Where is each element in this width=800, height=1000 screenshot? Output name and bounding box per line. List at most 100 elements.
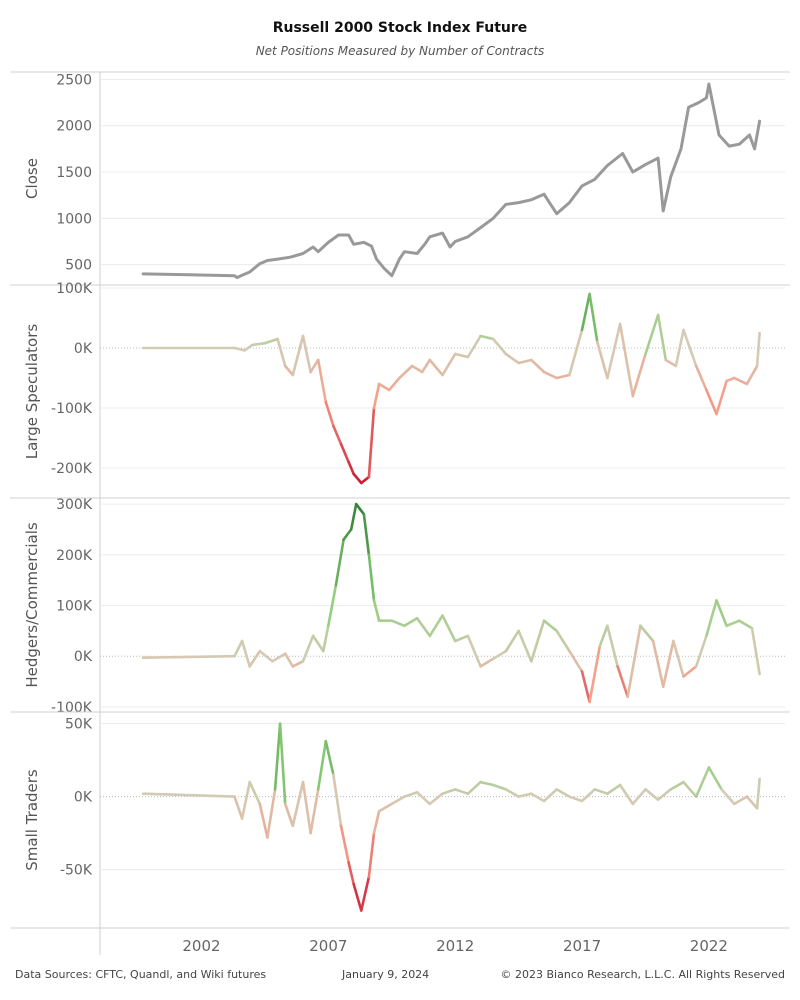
net-position-segment [248, 780, 262, 806]
net-position-segment [491, 337, 508, 356]
net-position-segment [555, 373, 571, 380]
net-position-segment [725, 376, 736, 383]
y-tick-label: 300K [56, 497, 93, 513]
y-tick-label: -200K [51, 461, 93, 477]
y-axis-label: Close [23, 158, 41, 199]
net-position-segment [342, 528, 353, 541]
net-position-segment [542, 370, 559, 380]
net-position-segment [466, 780, 482, 796]
net-position-segment [644, 788, 660, 801]
net-position-segment [664, 358, 678, 368]
net-position-segment [656, 788, 673, 801]
close-series-line [141, 82, 762, 280]
net-position-segment [644, 313, 660, 356]
net-position-segment [410, 364, 424, 374]
net-position-segment [715, 599, 728, 628]
net-position-segment [311, 634, 325, 653]
net-position-segment [745, 364, 759, 386]
net-position-segment [326, 583, 338, 628]
y-tick-label: 100K [56, 599, 93, 615]
net-position-segment [555, 629, 571, 653]
net-position-segment [359, 475, 371, 485]
net-position-segment [387, 376, 401, 392]
net-position-segment [403, 790, 419, 798]
y-tick-label: 500 [65, 258, 92, 274]
net-position-segment [618, 322, 635, 398]
x-tick-label: 2017 [563, 937, 601, 955]
report-date: January 9, 2024 [342, 968, 430, 981]
net-position-segment [555, 788, 571, 798]
net-position-segment [598, 624, 609, 648]
net-position-segment [725, 619, 741, 628]
net-position-segment [732, 376, 749, 386]
net-position-segment [669, 780, 685, 791]
net-position-segment [707, 766, 723, 791]
net-position-segment [639, 624, 655, 643]
net-position-segment [441, 352, 457, 377]
net-position-segment [390, 619, 406, 628]
net-position-segment [466, 334, 482, 359]
net-position-segment [283, 802, 295, 828]
net-position-segment [682, 780, 698, 798]
net-position-segment [529, 619, 546, 663]
net-position-segment [529, 792, 546, 803]
net-position-segment [580, 292, 591, 332]
y-tick-label: 0K [74, 790, 93, 806]
net-position-segment [339, 442, 350, 464]
net-position-segment [631, 352, 647, 398]
net-position-segment [517, 629, 533, 663]
net-position-segment [737, 619, 754, 630]
net-position-segment [651, 639, 665, 688]
net-position-segment [595, 340, 609, 380]
net-position-segment [606, 624, 619, 668]
net-position-segment [377, 802, 394, 813]
net-position-segment [141, 654, 236, 660]
net-position-segment [415, 790, 432, 806]
net-position-segment [453, 352, 470, 359]
net-position-segment [362, 512, 371, 557]
net-position-segment [372, 809, 381, 835]
net-position-segment [390, 795, 406, 806]
net-position-segment [626, 624, 642, 699]
net-position-segment [324, 739, 335, 777]
net-position-segment [349, 502, 358, 531]
net-position-segment [367, 831, 376, 879]
net-position-segment [588, 292, 599, 344]
net-position-segment [332, 424, 343, 446]
net-position-segment [321, 624, 330, 653]
net-position-segment [354, 502, 366, 516]
net-position-segment [755, 331, 761, 368]
net-position-segment [258, 802, 269, 839]
net-position-segment [283, 364, 295, 377]
chart-title: Russell 2000 Stock Index Future [272, 20, 528, 36]
net-position-segment [580, 670, 591, 704]
net-position-segment [466, 634, 482, 668]
net-position-segment [420, 358, 432, 374]
net-position-segment [141, 792, 236, 798]
net-position-segment [309, 788, 320, 835]
net-position-segment [332, 773, 343, 828]
net-position-segment [750, 626, 761, 676]
net-position-segment [276, 337, 287, 368]
net-position-segment [377, 382, 391, 392]
y-tick-label: 1500 [56, 165, 92, 181]
net-position-segment [606, 783, 622, 796]
net-position-segment [674, 328, 685, 368]
net-position-segment [339, 824, 350, 864]
net-position-segment [283, 652, 295, 668]
net-position-segment [278, 722, 287, 806]
y-tick-label: 50K [65, 717, 93, 733]
net-position-segment [372, 382, 381, 410]
net-position-segment [491, 783, 508, 791]
x-tick-label: 2002 [182, 937, 220, 955]
net-position-segment [491, 649, 508, 661]
net-position-segment [732, 795, 749, 806]
net-position-segment [273, 722, 282, 791]
net-position-segment [720, 788, 736, 806]
net-position-segment [453, 634, 470, 643]
net-position-segment [372, 599, 381, 623]
y-tick-label: 2500 [56, 72, 92, 88]
y-axis-label: Small Traders [23, 769, 41, 871]
net-position-segment [347, 860, 356, 886]
